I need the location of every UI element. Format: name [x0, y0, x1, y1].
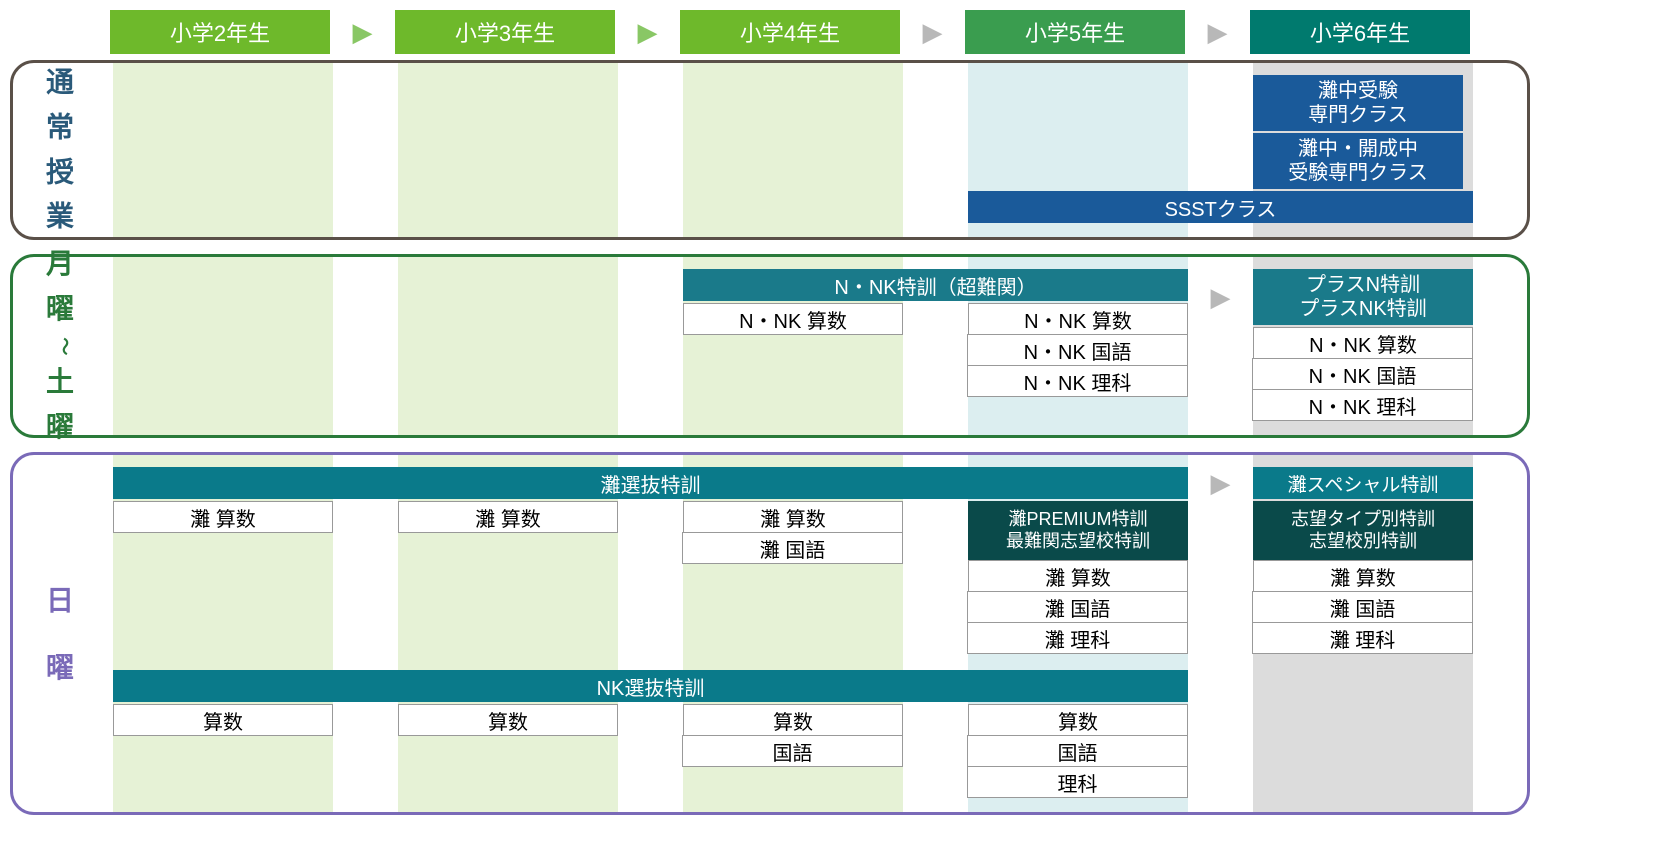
nk-senbatsu-bar: NK選抜特訓	[113, 670, 1188, 702]
g6-nada-exam-class: 灘中受験 専門クラス	[1253, 75, 1463, 131]
g6-nada-math: 灘 算数	[1253, 560, 1473, 592]
section-sunday: 日 曜 灘選抜特訓 ▶ 灘スペシャル特訓 灘 算数 灘 算数 灘 算数	[10, 452, 1530, 815]
nk-g5-jp: 国語	[967, 735, 1188, 767]
grade-tab-6: 小学6年生	[1250, 10, 1470, 54]
nk-g4-jp: 国語	[682, 735, 903, 767]
section-regular: 通常 授業 灘中受験 専門クラス 灘中・開成中 受験専門クラス SSSTクラス	[10, 60, 1530, 240]
grade-tab-4: 小学4年生	[680, 10, 900, 54]
nk-g3-math: 算数	[398, 704, 618, 736]
section-weekday: 月曜 〜 土曜 N・NK特訓（超難関） ▶ プラスN特訓 プラスNK特訓 N・N…	[10, 254, 1530, 438]
arrow-icon: ▶	[1188, 467, 1253, 499]
g5-nnk-sci: N・NK 理科	[967, 365, 1188, 397]
g6-nnk-jp: N・NK 国語	[1252, 358, 1473, 390]
g3-nada-math: 灘 算数	[398, 501, 618, 533]
plus-n-nk-bar: プラスN特訓 プラスNK特訓	[1253, 269, 1473, 325]
section-label-regular: 通常 授業	[29, 60, 99, 239]
g5-nada-sci: 灘 理科	[967, 622, 1188, 654]
g4-nada-jp: 灘 国語	[682, 532, 903, 564]
g4-nnk-math: N・NK 算数	[683, 303, 903, 335]
g5-nnk-math: N・NK 算数	[968, 303, 1188, 335]
nk-g5-sci: 理科	[967, 766, 1188, 798]
arrow-icon: ▶	[1185, 17, 1250, 48]
ssst-class-bar: SSSTクラス	[968, 191, 1473, 223]
g6-nnk-sci: N・NK 理科	[1252, 389, 1473, 421]
nk-g2-math: 算数	[113, 704, 333, 736]
nk-g4-math: 算数	[683, 704, 903, 736]
grade-tab-2: 小学2年生	[110, 10, 330, 54]
grade-tab-5: 小学5年生	[965, 10, 1185, 54]
grade-tab-3: 小学3年生	[395, 10, 615, 54]
g5-premium-block: 灘PREMIUM特訓 最難関志望校特訓	[968, 501, 1188, 561]
grade-header-row: 小学2年生 ▶ 小学3年生 ▶ 小学4年生 ▶ 小学5年生 ▶ 小学6年生	[110, 10, 1530, 54]
nk-g5-math: 算数	[968, 704, 1188, 736]
g5-nnk-jp: N・NK 国語	[967, 334, 1188, 366]
g6-shibou-block: 志望タイプ別特訓 志望校別特訓	[1253, 501, 1473, 561]
g4-nada-math: 灘 算数	[683, 501, 903, 533]
arrow-icon: ▶	[900, 17, 965, 48]
nada-senbatsu-bar: 灘選抜特訓	[113, 467, 1188, 499]
g5-nada-math: 灘 算数	[968, 560, 1188, 592]
g6-nnk-math: N・NK 算数	[1253, 327, 1473, 359]
g5-nada-jp: 灘 国語	[967, 591, 1188, 623]
arrow-icon: ▶	[330, 17, 395, 48]
arrow-icon: ▶	[615, 17, 680, 48]
g2-nada-math: 灘 算数	[113, 501, 333, 533]
nnk-tokkun-bar: N・NK特訓（超難関）	[683, 269, 1188, 301]
section-label-sunday: 日 曜	[29, 566, 99, 700]
nada-special-bar: 灘スペシャル特訓	[1253, 467, 1473, 499]
curriculum-grid: 小学2年生 ▶ 小学3年生 ▶ 小学4年生 ▶ 小学5年生 ▶ 小学6年生 通常…	[10, 10, 1530, 815]
section-label-weekday: 月曜 〜 土曜	[29, 242, 99, 450]
arrow-icon: ▶	[1188, 269, 1253, 325]
g6-nada-sci: 灘 理科	[1252, 622, 1473, 654]
g6-nada-jp: 灘 国語	[1252, 591, 1473, 623]
g6-nada-kaisei-class: 灘中・開成中 受験専門クラス	[1253, 133, 1463, 189]
